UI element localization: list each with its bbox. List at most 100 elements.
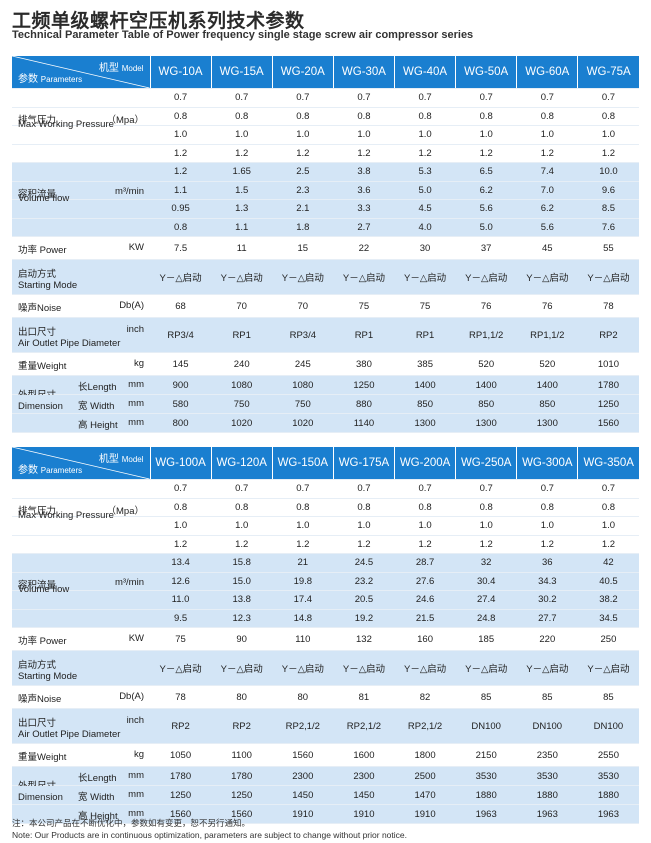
- value-cell: 3530: [516, 766, 578, 786]
- value-cell: 1450: [272, 785, 334, 805]
- value-cell: DN100: [577, 708, 639, 744]
- table-row: 1.2 1.2 1.2 1.2 1.2 1.2 1.2 1.2: [12, 535, 639, 554]
- label-outlet-cn: 出口尺寸: [18, 327, 57, 338]
- table-row: 重量Weight kg 145 240 245 380 385 520 520 1010: [12, 352, 639, 376]
- value-cell: 0.8: [455, 107, 517, 126]
- value-cell: 0.8: [150, 107, 212, 126]
- value-cell: 1050: [150, 743, 212, 767]
- header-param-en: Parameters: [40, 466, 83, 475]
- value-cell: 1880: [455, 785, 517, 805]
- value-cell: 24.8: [455, 609, 517, 628]
- value-cell: 1.2: [150, 535, 212, 554]
- value-cell: 15: [272, 236, 334, 260]
- value-cell: 1250: [333, 375, 395, 395]
- label-length-unit: mm: [128, 379, 144, 390]
- value-cell: 0.8: [333, 498, 395, 517]
- value-cell: 40.5: [577, 572, 639, 591]
- value-cell: 7.5: [150, 236, 212, 260]
- value-cell: 1.2: [211, 535, 273, 554]
- value-cell: 0.7: [272, 479, 334, 499]
- header-model-cn: 机型: [98, 63, 119, 74]
- value-cell: 0.7: [577, 479, 639, 499]
- label-height: 高 Height: [78, 811, 118, 822]
- value-cell: 1780: [577, 375, 639, 395]
- row-label: 重量Weight kg: [12, 743, 150, 767]
- value-cell: 8.5: [577, 199, 639, 219]
- value-cell: 5.3: [394, 162, 456, 182]
- value-cell: 1.0: [455, 125, 517, 145]
- label-width: 宽 Width: [78, 401, 115, 412]
- value-cell: 10.0: [577, 162, 639, 182]
- value-cell: 250: [577, 627, 639, 651]
- value-cell: 0.8: [272, 498, 334, 517]
- value-cell: 1300: [516, 413, 578, 433]
- value-cell: 1560: [577, 413, 639, 433]
- value-cell: 4.5: [394, 199, 456, 219]
- value-cell: 580: [150, 394, 212, 414]
- value-cell: 2500: [394, 766, 456, 786]
- header-label-cell: 机型 Model 参数 Parameters: [12, 56, 150, 89]
- value-cell: 1910: [272, 804, 334, 824]
- value-cell: 1560: [272, 743, 334, 767]
- row-label: 噪声Noise Db(A): [12, 685, 150, 709]
- value-cell: 2300: [333, 766, 395, 786]
- value-cell: Y－△启动: [333, 650, 395, 686]
- value-cell: 0.8: [577, 107, 639, 126]
- value-cell: 1.2: [577, 535, 639, 554]
- label-start-en: Starting Mode: [18, 280, 78, 291]
- row-label: [12, 553, 150, 573]
- label-outlet-en: Air Outlet Pipe Diameter: [18, 338, 121, 349]
- value-cell: 13.4: [150, 553, 212, 573]
- table-row: 排气压力 （Mpa） 0.8 0.8 0.8 0.8 0.8 0.8 0.8 0.8: [12, 498, 639, 517]
- table-row: 容积流量 m³/min 12.6 15.0 19.8 23.2 27.6 30.4 34.3 40…: [12, 572, 639, 591]
- row-label: Max Working Pressure: [12, 510, 150, 536]
- value-cell: 110: [272, 627, 334, 651]
- value-cell: 2.3: [272, 181, 334, 200]
- table-row: 噪声Noise Db(A) 78 80 80 81 82 85 85 85: [12, 685, 639, 709]
- value-cell: 1.2: [516, 144, 578, 163]
- value-cell: 0.8: [150, 498, 212, 517]
- label-noise-unit: Db(A): [119, 300, 144, 311]
- value-cell: 1.0: [516, 125, 578, 145]
- value-cell: 12.3: [211, 609, 273, 628]
- label-pressure-cn: 排气压力: [18, 505, 57, 517]
- table-row: 外型尺寸长Lengthmm178017802300230025003530353…: [12, 766, 639, 792]
- label-volume-unit: m³/min: [114, 576, 144, 588]
- value-cell: Y－△启动: [394, 650, 456, 686]
- value-cell: RP2,1/2: [333, 708, 395, 744]
- value-cell: 1.2: [455, 535, 517, 554]
- value-cell: 3530: [455, 766, 517, 786]
- value-cell: 1963: [455, 804, 517, 824]
- table-header-row: 机型 Model 参数 Parameters WG-100A WG-120A WG-15…: [12, 447, 639, 480]
- value-cell: 80: [272, 685, 334, 709]
- value-cell: 1100: [211, 743, 273, 767]
- value-cell: 1250: [211, 785, 273, 805]
- value-cell: 85: [577, 685, 639, 709]
- value-cell: 1.5: [211, 181, 273, 200]
- value-cell: 28.7: [394, 553, 456, 573]
- model-header: WG-100A: [149, 447, 212, 480]
- table-row: 9.5 12.3 14.8 19.2 21.5 24.8 27.7 34.5: [12, 609, 639, 628]
- value-cell: 22: [333, 236, 395, 260]
- value-cell: 70: [272, 294, 334, 318]
- value-cell: 1.2: [211, 144, 273, 163]
- value-cell: 21: [272, 553, 334, 573]
- value-cell: 0.7: [516, 88, 578, 108]
- value-cell: 34.3: [516, 572, 578, 591]
- label-start-en: Starting Mode: [18, 671, 78, 682]
- table-row: 1.2 1.2 1.2 1.2 1.2 1.2 1.2 1.2: [12, 144, 639, 163]
- row-label: Volume flow: [12, 193, 150, 219]
- value-cell: 0.8: [516, 498, 578, 517]
- value-cell: 1.0: [272, 516, 334, 536]
- model-header: WG-50A: [455, 56, 517, 89]
- table-row: 功率 Power KW 75 90 110 132 160 185 220 250: [12, 627, 639, 651]
- value-cell: 1800: [394, 743, 456, 767]
- label-volume-en: Volume flow: [18, 584, 70, 595]
- value-cell: 24.5: [333, 553, 395, 573]
- label-noise-unit: Db(A): [119, 691, 144, 702]
- value-cell: 1880: [577, 785, 639, 805]
- value-cell: 132: [333, 627, 395, 651]
- value-cell: 1.2: [577, 144, 639, 163]
- value-cell: 30.2: [516, 590, 578, 610]
- value-cell: 0.8: [455, 498, 517, 517]
